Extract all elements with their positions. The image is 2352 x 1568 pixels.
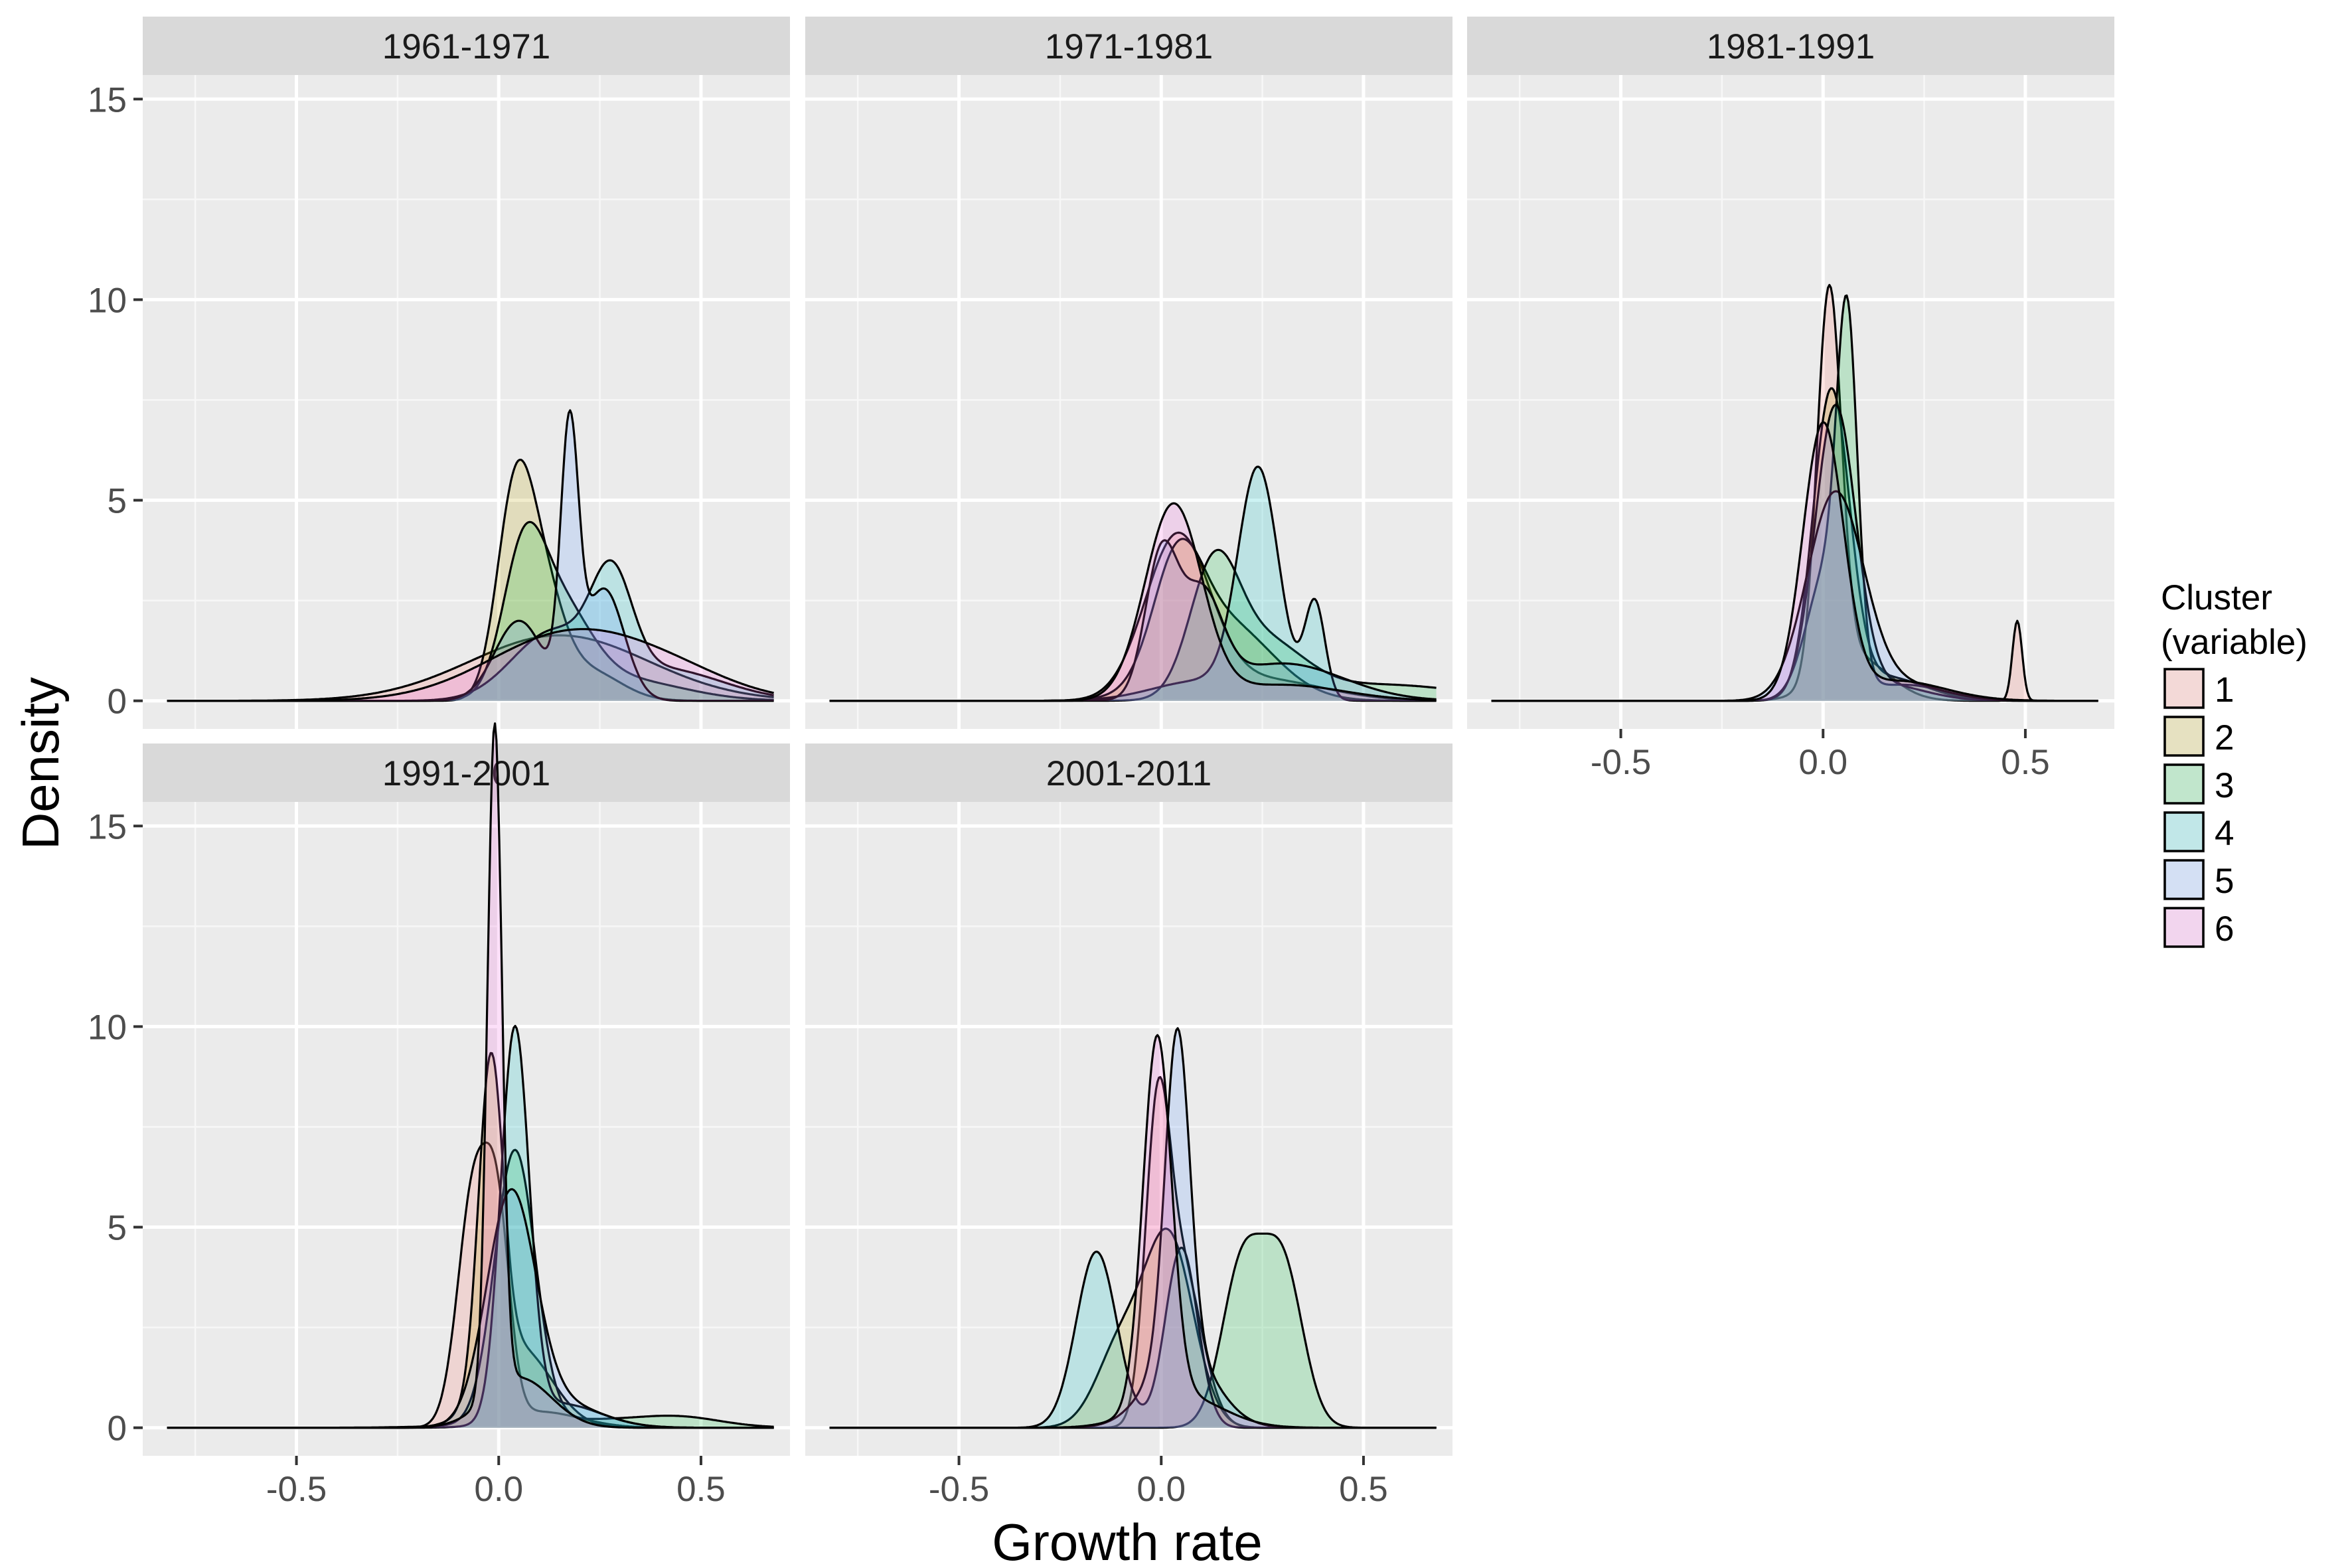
- legend-swatch: [2163, 859, 2205, 900]
- density-area-cluster-2: [167, 1053, 774, 1428]
- legend-label: 2: [2215, 718, 2234, 757]
- facet-title: 1961-1971: [382, 27, 550, 66]
- legend-label: 1: [2215, 670, 2234, 710]
- x-tick-label: 0.0: [1137, 1470, 1186, 1509]
- legend-label: 3: [2215, 766, 2234, 805]
- legend-swatch: [2163, 716, 2205, 757]
- legend-title-line-1: Cluster: [2161, 578, 2272, 617]
- legend-key-background: [2163, 715, 2205, 757]
- legend-item-5: 5: [2163, 858, 2234, 901]
- x-tick-label: -0.5: [266, 1470, 327, 1509]
- facet-title: 2001-2011: [1046, 754, 1212, 793]
- facet-panel-3: 1981-1991: [1467, 17, 2114, 729]
- legend-label: 6: [2215, 909, 2234, 949]
- density-line-cluster-6: [829, 502, 1437, 702]
- x-axis-title: Growth rate: [992, 1513, 1262, 1568]
- legend-swatch: [2163, 907, 2205, 948]
- facets: 1961-1971 1971-1981 1981-1991 1991-2001 2001…: [143, 17, 2114, 1456]
- legend-swatch: [2163, 811, 2205, 852]
- facet-title: 1971-1981: [1045, 27, 1213, 66]
- legend-swatch: [2163, 763, 2205, 805]
- legend-item-4: 4: [2163, 811, 2234, 853]
- facet-strip: [805, 17, 1452, 75]
- x-tick-label: -0.5: [1591, 743, 1651, 782]
- y-tick-label: 0: [108, 682, 127, 722]
- panel-background: [143, 75, 790, 729]
- panel-background: [805, 75, 1452, 729]
- density-line-cluster-6: [829, 1034, 1437, 1429]
- density-area-cluster-1: [167, 1142, 774, 1428]
- y-tick-label: 5: [108, 482, 127, 521]
- y-axis-title: Density: [11, 677, 70, 850]
- legend-key-background: [2163, 906, 2205, 949]
- density-area-cluster-6: [829, 503, 1437, 701]
- legend-key-background: [2163, 667, 2205, 710]
- legend-key-background: [2163, 858, 2205, 901]
- legend-label: 5: [2215, 862, 2234, 901]
- density-area-cluster-6: [1491, 422, 2098, 701]
- legend-item-6: 6: [2163, 906, 2234, 949]
- density-area-cluster-4: [829, 467, 1437, 701]
- density-area-cluster-6: [167, 629, 774, 701]
- legend-swatch: [2163, 668, 2205, 709]
- y-tick-label: 10: [88, 1008, 127, 1047]
- legend-key-background: [2163, 811, 2205, 853]
- density-area-cluster-4: [167, 560, 774, 701]
- legend-item-3: 3: [2163, 763, 2234, 805]
- legend-title-line-2: (variable): [2161, 623, 2308, 662]
- facet-panel-4: 1991-2001: [143, 722, 790, 1456]
- y-tick-label: 10: [88, 281, 127, 320]
- x-tick-label: 0.5: [676, 1470, 726, 1509]
- legend-item-1: 1: [2163, 667, 2234, 710]
- density-line-cluster-6: [167, 628, 774, 702]
- density-area-cluster-6: [829, 1035, 1437, 1428]
- axes: 0 5 10 15 -0.5 0.0 0.5 0 5 10 15 -0.5 0.0 0.5 -0.5 0.0 0…: [88, 80, 2050, 1509]
- facet-strip: [805, 744, 1452, 802]
- legend: Cluster (variable) 1 2 3 4 5 6: [2161, 578, 2308, 949]
- y-tick-label: 15: [88, 807, 127, 846]
- density-area-cluster-3: [829, 1233, 1437, 1428]
- facet-title: 1991-2001: [382, 754, 550, 793]
- x-tick-label: -0.5: [929, 1470, 989, 1509]
- y-tick-label: 15: [88, 80, 127, 119]
- facet-panel-5: 2001-2011: [805, 744, 1452, 1456]
- facet-strip: [143, 744, 790, 802]
- panel-background: [143, 802, 790, 1456]
- facet-strip: [1467, 17, 2114, 75]
- density-area-cluster-5: [1491, 491, 2098, 701]
- legend-key-background: [2163, 763, 2205, 805]
- legend-label: 4: [2215, 814, 2234, 853]
- x-tick-label: 0.0: [1798, 743, 1847, 782]
- facet-panel-2: 1971-1981: [805, 17, 1452, 729]
- x-tick-label: 0.0: [474, 1470, 523, 1509]
- density-line-cluster-6: [1491, 421, 2098, 702]
- legend-item-2: 2: [2163, 715, 2234, 757]
- y-tick-label: 5: [108, 1209, 127, 1248]
- facet-strip: [143, 17, 790, 75]
- y-tick-label: 0: [108, 1409, 127, 1449]
- x-tick-label: 0.5: [1339, 1470, 1388, 1509]
- facet-panel-1: 1961-1971: [143, 17, 790, 729]
- panel-background: [805, 802, 1452, 1456]
- x-tick-label: 0.5: [2001, 743, 2050, 782]
- density-area-cluster-5: [167, 1189, 774, 1428]
- density-line-cluster-6: [167, 722, 774, 1429]
- facet-title: 1981-1991: [1707, 27, 1875, 66]
